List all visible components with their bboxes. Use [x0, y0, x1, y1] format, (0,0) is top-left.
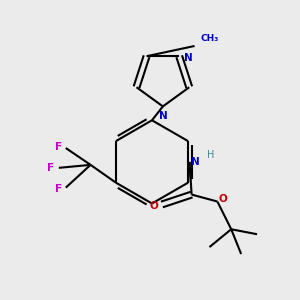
Text: O: O [219, 194, 228, 204]
Text: N: N [191, 157, 200, 167]
Text: O: O [150, 201, 158, 211]
Text: CH₃: CH₃ [200, 34, 219, 43]
Text: F: F [47, 163, 54, 173]
Text: F: F [55, 142, 62, 152]
Text: F: F [55, 184, 62, 194]
Text: N: N [158, 111, 167, 121]
Text: H: H [208, 150, 215, 160]
Text: N: N [184, 53, 192, 63]
